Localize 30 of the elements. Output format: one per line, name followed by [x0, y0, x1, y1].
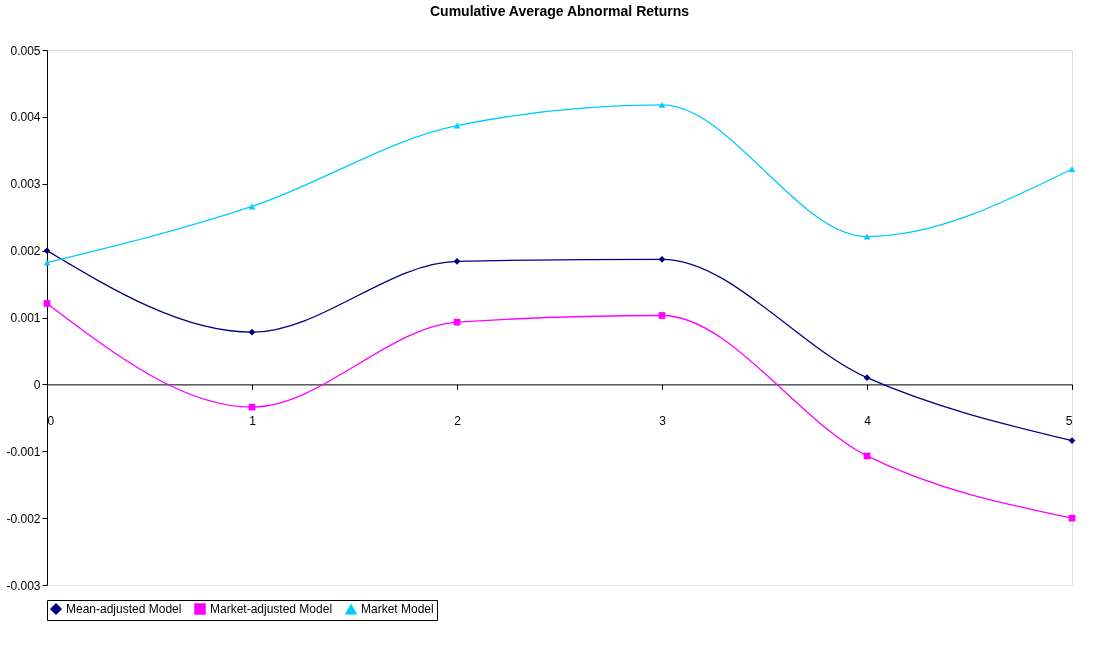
- y-tick-label: 0.001: [10, 311, 41, 325]
- y-tick-label: 0.003: [10, 177, 41, 192]
- x-tick-label: 2: [454, 413, 462, 428]
- y-tick-label: 0.004: [10, 110, 41, 125]
- point: [453, 257, 461, 265]
- point: [453, 318, 461, 326]
- point: [248, 328, 256, 336]
- y-tick-label: 0.002: [10, 244, 41, 259]
- x-tick-label: 1: [249, 413, 257, 428]
- point: [248, 203, 256, 210]
- y-tick-label: 0.005: [10, 43, 41, 58]
- point: [658, 101, 666, 108]
- point: [863, 374, 871, 382]
- legend-label: Mean-adjusted Model: [66, 602, 182, 616]
- point: [43, 300, 51, 307]
- x-tick-label: 3: [659, 413, 667, 428]
- legend-label: Market-adjusted Model: [210, 602, 333, 616]
- point: [1068, 166, 1076, 172]
- y-tick-label: 0: [33, 377, 41, 392]
- chart-title: Cumulative Average Abnormal Returns: [429, 3, 690, 19]
- x-tick-label: 4: [864, 413, 872, 428]
- x-tick-label: 0: [47, 413, 55, 428]
- point: [658, 255, 666, 263]
- point: [43, 259, 51, 266]
- x-tick-label: 5: [1065, 413, 1073, 428]
- y-tick-label: -0.001: [6, 444, 41, 459]
- y-tick-label: -0.003: [6, 578, 41, 593]
- y-tick-label: -0.002: [6, 511, 41, 526]
- point: [658, 312, 666, 319]
- legend-label: Market Model: [361, 602, 434, 617]
